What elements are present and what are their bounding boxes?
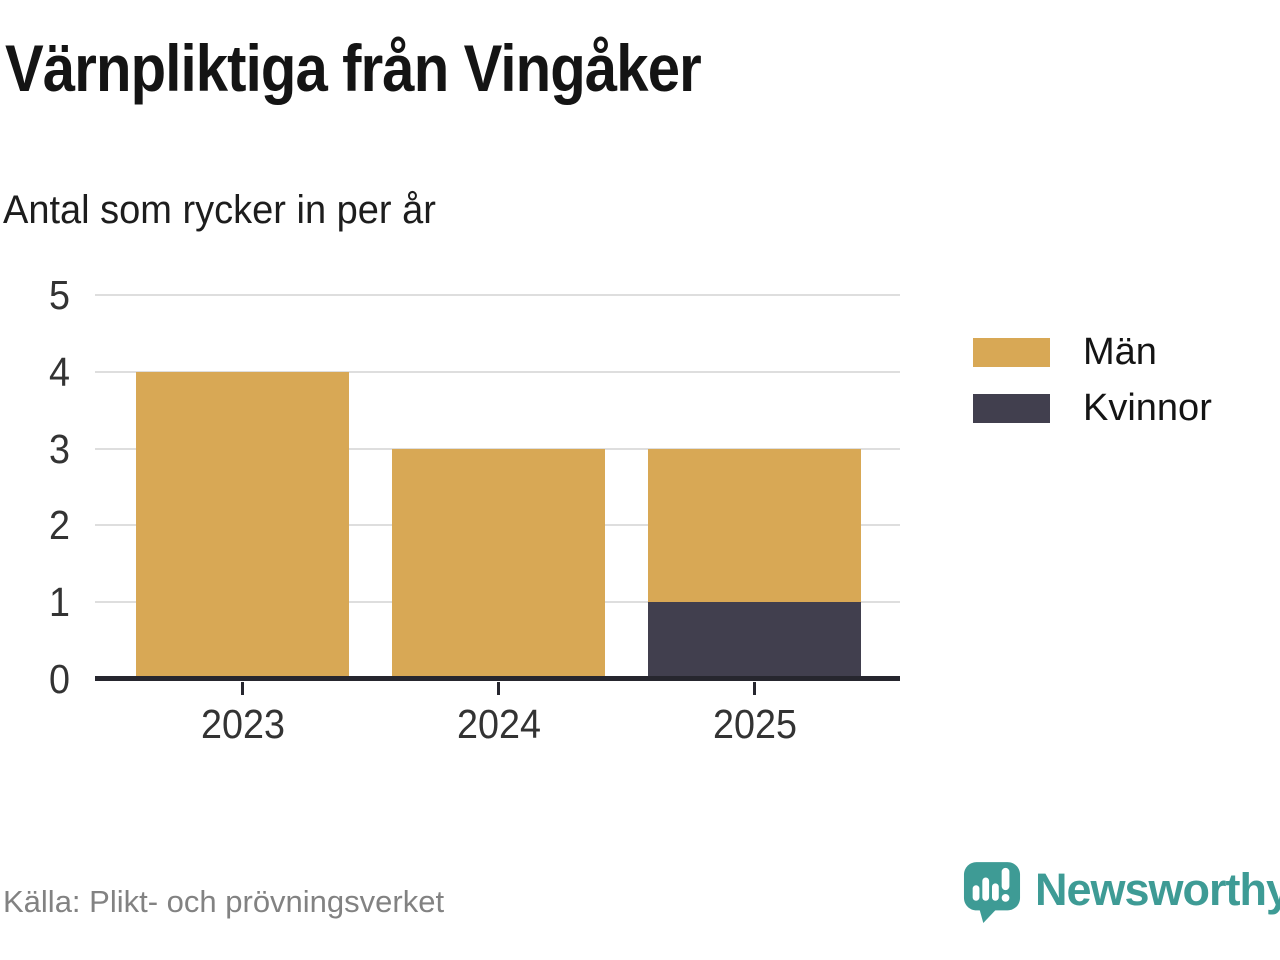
y-tick-label: 3 [49, 425, 70, 472]
x-tick-label: 2024 [456, 701, 541, 747]
brand-name: Newsworthy [1035, 864, 1280, 915]
legend-item-kvinnor: Kvinnor [973, 387, 1212, 429]
legend-swatch [973, 338, 1050, 367]
chart-title: Värnpliktiga från Vingåker [5, 31, 702, 105]
chart-subtitle: Antal som rycker in per år [3, 188, 436, 232]
x-tick [497, 682, 500, 695]
y-tick-label: 5 [49, 272, 70, 318]
x-tick-label: 2025 [712, 701, 797, 747]
y-tick-label: 1 [49, 579, 70, 626]
x-axis-line [95, 676, 900, 681]
legend-label: Män [1083, 331, 1157, 373]
y-tick-label: 2 [49, 502, 70, 549]
y-axis-labels: 0 1 2 3 4 5 [0, 272, 70, 702]
legend-item-män: Män [973, 331, 1212, 373]
brand: Newsworthy [963, 861, 1280, 925]
gridline [95, 294, 900, 296]
legend-swatch [973, 394, 1050, 423]
bar-segment-kvinnor-2025 [648, 602, 861, 679]
source-note: Källa: Plikt- och prövningsverket [3, 884, 445, 919]
y-tick-label: 4 [49, 348, 70, 395]
x-tick [753, 682, 756, 695]
x-tick [241, 682, 244, 695]
x-axis-labels: 2023 2024 2025 [95, 701, 900, 751]
gridline [95, 370, 900, 373]
x-tick-label: 2023 [200, 701, 285, 747]
bar-segment-män-2023 [136, 371, 349, 679]
bar-segment-män-2025 [648, 448, 861, 603]
newsworthy-logo-icon [963, 862, 1021, 923]
legend-label: Kvinnor [1083, 387, 1212, 429]
bar-segment-män-2024 [392, 448, 605, 679]
plot-area [95, 294, 900, 695]
y-tick-label: 0 [49, 656, 70, 702]
legend: Män Kvinnor [973, 331, 1212, 429]
